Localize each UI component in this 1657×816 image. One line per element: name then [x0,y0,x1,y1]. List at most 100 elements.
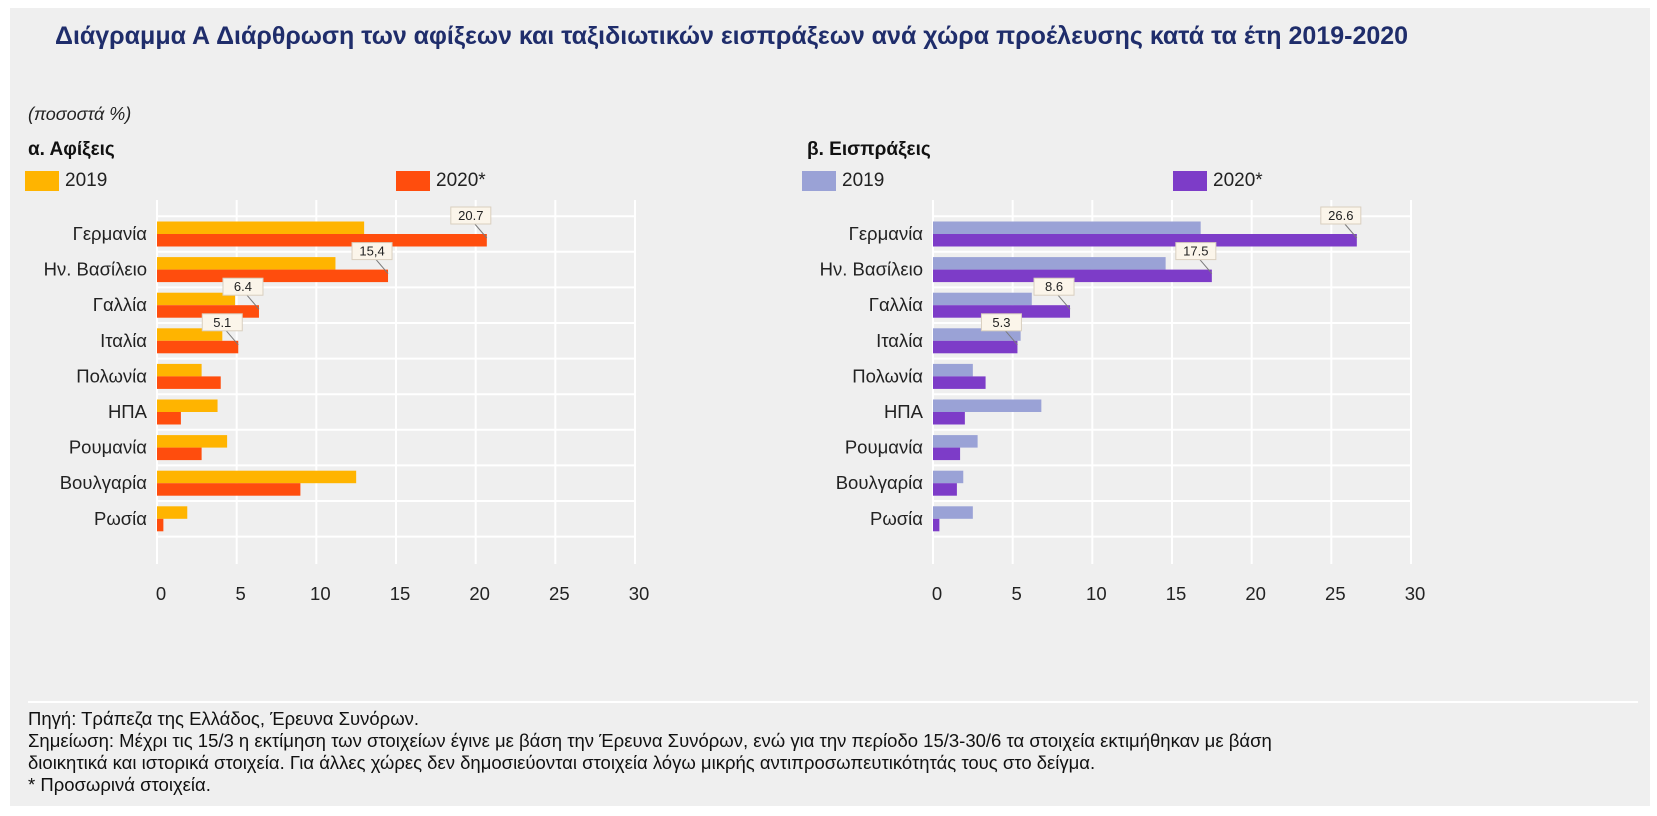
receipts-bar-2020 [933,340,1018,354]
receipts-category-label: Πολωνία [852,365,923,386]
receipts-callout-pointer [1199,259,1213,274]
arrivals-bar-2020 [157,412,181,425]
receipts-category-label: Ρουμανία [845,437,923,458]
receipts-x-tick-label: 30 [1405,583,1426,604]
receipts-bar-2019 [933,328,1021,341]
arrivals-callout-box [450,206,492,225]
arrivals-category-label: Γερμανία [73,223,148,244]
legend-arrivals-2020: 2020* [396,170,486,192]
arrivals-x-tick-label: 10 [310,583,331,604]
arrivals-bar-2020 [157,483,301,496]
receipts-bar-2020 [933,483,957,496]
arrivals-category-label: Πολωνία [76,365,147,386]
notes-divider [28,701,1638,703]
receipts-bar-2020 [933,376,986,389]
arrivals-data-label: 5.1 [213,315,231,330]
arrivals-callout-box [201,313,243,332]
receipts-x-tick-label: 0 [932,583,942,604]
arrivals-data-label: 20.7 [458,208,483,223]
legend-receipts-2020: 2020* [1173,170,1263,192]
receipts-callout-box [1320,206,1362,225]
arrivals-bar-2019 [157,470,357,484]
arrivals-bar-2019 [157,328,223,341]
receipts-bar-2020 [933,269,1212,283]
arrivals-bar-2020 [157,269,389,283]
arrivals-category-label: Γαλλία [93,294,147,315]
arrivals-callout-pointer [474,223,488,239]
arrivals-bar-2020 [157,518,164,532]
arrivals-callout-box [222,277,264,296]
legend-swatch-receipts-2020 [1173,171,1207,191]
receipts-category-label: Γαλλία [869,294,923,315]
arrivals-bar-2020 [157,376,221,389]
receipts-bar-2019 [933,292,1032,306]
legend-swatch-receipts-2019 [802,171,836,191]
arrivals-category-label: Ην. Βασίλειο [44,259,147,280]
receipts-category-label: Ρωσία [870,508,923,529]
arrivals-bar-2019 [157,257,336,270]
legend-label-receipts-2020: 2020* [1213,170,1263,191]
arrivals-subtitle: α. Αφίξεις [28,139,115,160]
arrivals-bar-2020 [157,447,202,461]
arrivals-callout-pointer [225,330,239,346]
arrivals-bar-chart: Γερμανία Ην. Βασίλειο Γαλλία Ιταλία Πολωνία Η… [44,200,650,604]
receipts-callout-pointer [1344,223,1358,239]
arrivals-callout-pointer [375,259,389,274]
receipts-callout-box [1175,242,1217,261]
receipts-bar-2019 [933,257,1166,270]
figure-title: Διάγραμμα Α Διάρθρωση των αφίξεων και τα… [55,22,1409,50]
arrivals-data-label: 6.4 [234,279,252,294]
receipts-callout-pointer [1005,330,1018,346]
arrivals-bar-2020 [157,340,239,354]
receipts-x-tick-label: 10 [1086,583,1107,604]
arrivals-callout-pointer [246,294,260,310]
receipts-bar-2020 [933,412,965,425]
receipts-callout-box [980,313,1022,332]
receipts-data-label: 5.3 [992,315,1010,330]
receipts-bar-chart: Γερμανία Ην. Βασίλειο Γαλλία Ιταλία Πολωνία Η… [820,200,1426,604]
arrivals-callout-box [351,242,393,261]
receipts-category-label: Ιταλία [876,330,923,351]
receipts-subtitle: β. Εισπράξεις [807,139,931,160]
arrivals-x-tick-label: 30 [629,583,650,604]
notes-block: Πηγή: Τράπεζα της Ελλάδος, Έρευνα Συνόρω… [28,708,1640,796]
receipts-data-label: 17.5 [1183,244,1208,259]
receipts-category-label: ΗΠΑ [884,401,924,422]
unit-label: (ποσοστά %) [28,104,132,124]
legend-receipts-2019: 2019 [802,170,884,192]
legend-label-arrivals-2019: 2019 [65,170,108,191]
receipts-bar-2020 [933,234,1357,247]
receipts-bar-2019 [933,363,973,377]
receipts-x-tick-label: 25 [1325,583,1346,604]
receipts-category-label: Ην. Βασίλειο [820,259,923,280]
arrivals-bar-2019 [157,506,188,519]
arrivals-bar-2019 [157,292,236,306]
arrivals-category-label: Βουλγαρία [60,472,148,493]
legend-label-arrivals-2020: 2020* [436,170,486,191]
receipts-bar-2019 [933,470,964,484]
provisional-note: * Προσωρινά στοιχεία. [28,774,211,795]
receipts-bar-2019 [933,435,978,448]
legend-swatch-arrivals-2020 [396,171,430,191]
arrivals-x-tick-label: 25 [549,583,570,604]
arrivals-x-tick-label: 5 [236,583,246,604]
methodology-note-line-2: διοικητικά και ιστορικά στοιχεία. Για άλ… [28,752,1096,773]
arrivals-category-label: ΗΠΑ [108,401,148,422]
arrivals-bar-2019 [157,221,365,234]
arrivals-x-tick-label: 0 [156,583,166,604]
receipts-x-tick-label: 5 [1012,583,1022,604]
receipts-data-label: 8.6 [1045,279,1063,294]
receipts-x-tick-label: 20 [1245,583,1266,604]
arrivals-category-label: Ρουμανία [69,437,147,458]
arrivals-x-tick-label: 20 [469,583,490,604]
arrivals-x-tick-label: 15 [390,583,411,604]
legend-label-receipts-2019: 2019 [842,170,885,191]
receipts-x-tick-label: 15 [1166,583,1187,604]
arrivals-bar-2019 [157,435,228,448]
methodology-note-line-1: Σημείωση: Μέχρι τις 15/3 η εκτίμηση των … [28,730,1272,751]
arrivals-data-label: 15,4 [359,244,384,259]
figure-panel: Διάγραμμα Α Διάρθρωση των αφίξεων και τα… [10,8,1650,806]
receipts-category-label: Γερμανία [849,223,924,244]
receipts-bar-2020 [933,447,961,461]
arrivals-category-label: Ρωσία [94,508,147,529]
